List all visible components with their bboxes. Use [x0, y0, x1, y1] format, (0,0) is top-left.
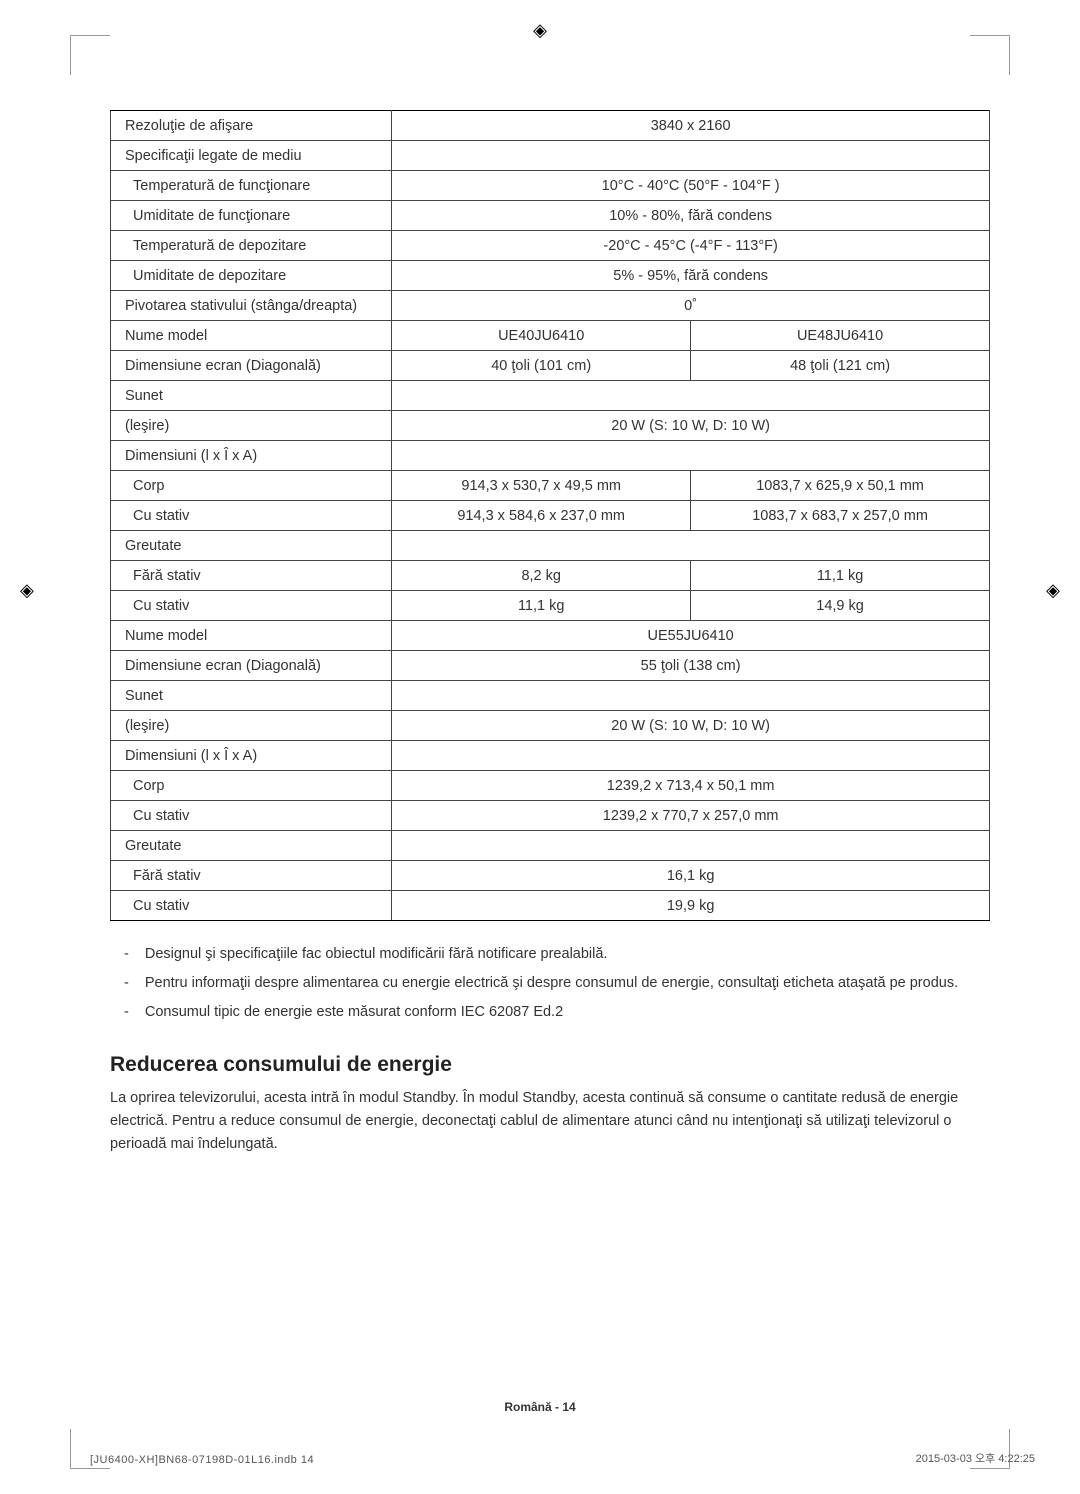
crop-mark — [70, 35, 110, 75]
spec-label: Corp — [111, 471, 392, 501]
spec-value: 11,1 kg — [392, 591, 691, 621]
section-title: Reducerea consumului de energie — [110, 1053, 990, 1077]
spec-value: 0˚ — [392, 291, 990, 321]
spec-value: 914,3 x 530,7 x 49,5 mm — [392, 471, 691, 501]
spec-value: 48 ţoli (121 cm) — [691, 351, 990, 381]
spec-value: 1083,7 x 683,7 x 257,0 mm — [691, 501, 990, 531]
spec-value: 19,9 kg — [392, 891, 990, 921]
spec-value: 20 W (S: 10 W, D: 10 W) — [392, 411, 990, 441]
spec-label: (leşire) — [111, 711, 392, 741]
registration-mark-left: ◈ — [20, 580, 34, 601]
spec-label: Umiditate de funcţionare — [111, 201, 392, 231]
spec-value — [392, 381, 990, 411]
section-body: La oprirea televizorului, acesta intră î… — [110, 1087, 990, 1157]
spec-label: Greutate — [111, 831, 392, 861]
spec-label: Umiditate de depozitare — [111, 261, 392, 291]
spec-value: 5% - 95%, fără condens — [392, 261, 990, 291]
spec-label: Greutate — [111, 531, 392, 561]
spec-value: UE48JU6410 — [691, 321, 990, 351]
spec-value — [392, 531, 990, 561]
spec-label: Nume model — [111, 621, 392, 651]
spec-label: Corp — [111, 771, 392, 801]
spec-value: UE55JU6410 — [392, 621, 990, 651]
spec-label: Dimensiuni (l x Î x A) — [111, 441, 392, 471]
spec-label: Specificaţii legate de mediu — [111, 141, 392, 171]
spec-label: Fără stativ — [111, 861, 392, 891]
spec-value: 16,1 kg — [392, 861, 990, 891]
registration-mark-right: ◈ — [1046, 580, 1060, 601]
spec-label: Dimensiuni (l x Î x A) — [111, 741, 392, 771]
spec-label: Cu stativ — [111, 591, 392, 621]
spec-value: UE40JU6410 — [392, 321, 691, 351]
spec-label: Pivotarea stativului (stânga/dreapta) — [111, 291, 392, 321]
spec-value: 10°C - 40°C (50°F - 104°F ) — [392, 171, 990, 201]
spec-value: 1083,7 x 625,9 x 50,1 mm — [691, 471, 990, 501]
spec-value: 55 ţoli (138 cm) — [392, 651, 990, 681]
spec-label: Fără stativ — [111, 561, 392, 591]
spec-value — [392, 681, 990, 711]
page-number: Română - 14 — [504, 1400, 575, 1414]
spec-value: 20 W (S: 10 W, D: 10 W) — [392, 711, 990, 741]
registration-mark-top: ◈ — [533, 20, 547, 41]
spec-value: 1239,2 x 770,7 x 257,0 mm — [392, 801, 990, 831]
spec-value: -20°C - 45°C (-4°F - 113°F) — [392, 231, 990, 261]
spec-value: 10% - 80%, fără condens — [392, 201, 990, 231]
spec-label: (leşire) — [111, 411, 392, 441]
spec-value: 14,9 kg — [691, 591, 990, 621]
spec-value — [392, 741, 990, 771]
note-item: Pentru informaţii despre alimentarea cu … — [124, 972, 990, 995]
spec-label: Sunet — [111, 681, 392, 711]
spec-label: Cu stativ — [111, 501, 392, 531]
spec-value: 1239,2 x 713,4 x 50,1 mm — [392, 771, 990, 801]
crop-mark — [970, 35, 1010, 75]
note-item: Designul şi specificaţiile fac obiectul … — [124, 943, 990, 966]
spec-label: Nume model — [111, 321, 392, 351]
spec-label: Cu stativ — [111, 801, 392, 831]
footer-right: 2015-03-03 오후 4:22:25 — [916, 1450, 1035, 1466]
spec-label: Dimensiune ecran (Diagonală) — [111, 351, 392, 381]
spec-label: Rezoluţie de afişare — [111, 111, 392, 141]
note-item: Consumul tipic de energie este măsurat c… — [124, 1001, 990, 1024]
footer-left: [JU6400-XH]BN68-07198D-01L16.indb 14 — [90, 1454, 314, 1466]
spec-value: 11,1 kg — [691, 561, 990, 591]
spec-label: Temperatură de depozitare — [111, 231, 392, 261]
spec-value — [392, 141, 990, 171]
spec-value: 914,3 x 584,6 x 237,0 mm — [392, 501, 691, 531]
spec-value — [392, 441, 990, 471]
spec-table: Rezoluţie de afişare3840 x 2160Specifica… — [110, 110, 990, 921]
spec-label: Sunet — [111, 381, 392, 411]
spec-label: Cu stativ — [111, 891, 392, 921]
spec-label: Temperatură de funcţionare — [111, 171, 392, 201]
spec-value: 40 ţoli (101 cm) — [392, 351, 691, 381]
spec-value: 8,2 kg — [392, 561, 691, 591]
spec-value — [392, 831, 990, 861]
notes-list: Designul şi specificaţiile fac obiectul … — [110, 943, 990, 1025]
spec-value: 3840 x 2160 — [392, 111, 990, 141]
spec-label: Dimensiune ecran (Diagonală) — [111, 651, 392, 681]
